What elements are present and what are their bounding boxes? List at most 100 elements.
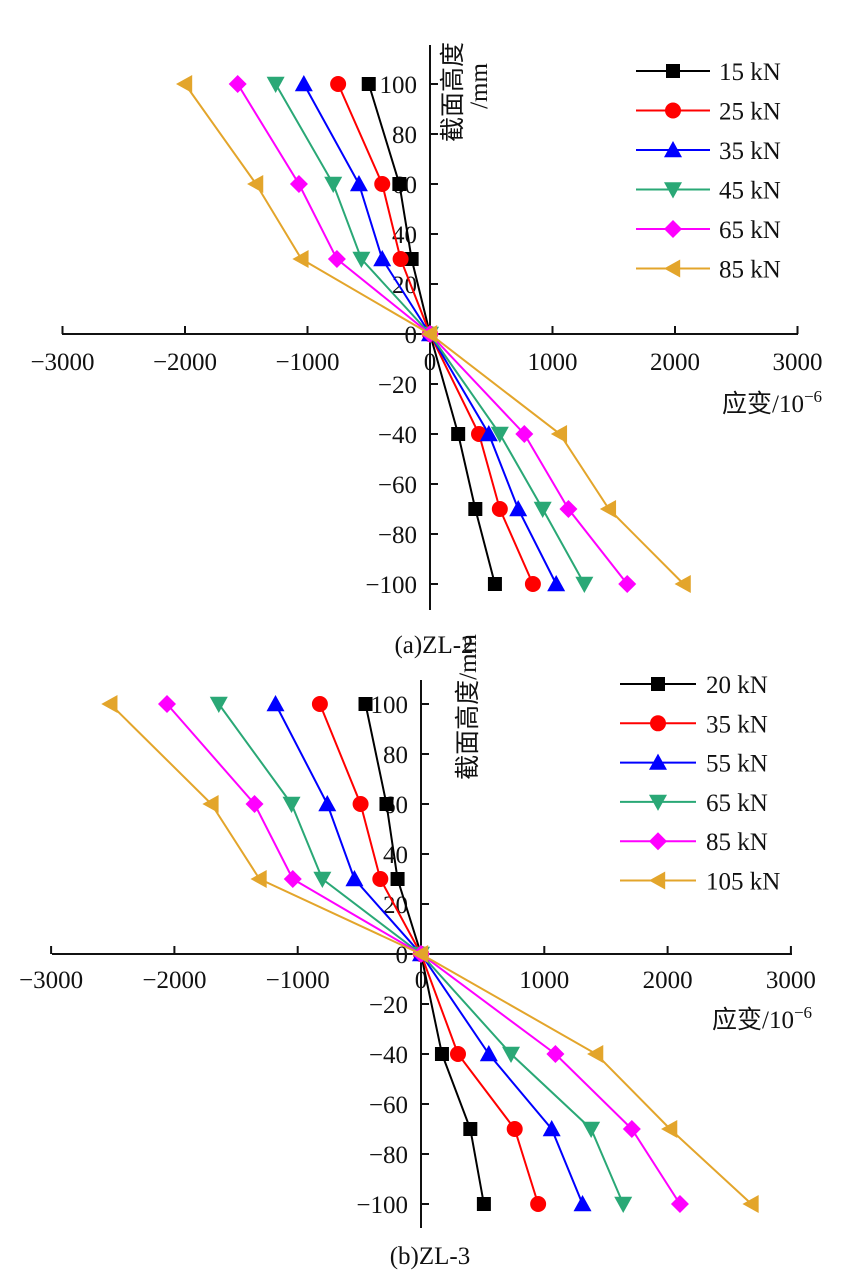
x-tick-label: −1000 xyxy=(266,967,330,994)
legend-label: 65 kN xyxy=(706,790,768,817)
data-point xyxy=(575,576,594,593)
data-point xyxy=(449,1046,466,1062)
legend-entry: 105 kN xyxy=(620,869,780,896)
legend-label: 65 kN xyxy=(719,217,781,244)
data-point xyxy=(515,425,534,443)
data-point xyxy=(266,695,285,712)
y-axis-label: 截面高度/mm xyxy=(454,633,482,779)
legend-entry: 35 kN xyxy=(636,138,781,165)
y-tick-label: 80 xyxy=(383,742,408,769)
legend-entry: 15 kN xyxy=(636,59,781,86)
chart-panel-zl-3: (b)ZL-3 −3000 −2000 −1000 0 1000 2000 3000 −100… xyxy=(19,633,816,1270)
x-tick-label: 1000 xyxy=(528,349,578,376)
data-point xyxy=(506,1121,523,1137)
data-point xyxy=(101,695,118,713)
y-axis-label: 截面高度 xyxy=(439,42,467,142)
data-point xyxy=(176,75,193,93)
legend-marker xyxy=(649,871,666,890)
legend-label: 15 kN xyxy=(719,59,781,86)
data-point xyxy=(614,1196,633,1213)
legend-marker xyxy=(650,715,666,732)
legend-label: 55 kN xyxy=(706,751,768,778)
legend-marker xyxy=(665,102,681,119)
data-point xyxy=(434,1047,449,1061)
x-axis-label: 应变/10−6 xyxy=(712,1003,812,1034)
panel-caption: (b)ZL-3 xyxy=(390,1243,471,1270)
x-tick-label: 0 xyxy=(424,349,437,376)
y-tick-label: 0 xyxy=(405,322,418,349)
data-point xyxy=(479,425,498,442)
legend-entry: 45 kN xyxy=(636,178,781,205)
data-point xyxy=(372,871,389,887)
data-point xyxy=(330,76,347,92)
data-point xyxy=(622,1120,641,1138)
data-point xyxy=(546,1045,565,1063)
data-point xyxy=(202,795,219,813)
x-tick-label: −2000 xyxy=(153,349,217,376)
data-point xyxy=(379,797,394,811)
data-point xyxy=(250,870,267,888)
legend-marker xyxy=(664,141,682,158)
data-point xyxy=(352,251,371,268)
legend-label: 25 kN xyxy=(719,99,781,126)
data-point xyxy=(282,796,301,813)
data-point xyxy=(327,250,346,268)
data-point xyxy=(542,1120,561,1137)
data-point xyxy=(313,871,332,888)
data-point xyxy=(490,426,509,443)
legend-marker xyxy=(666,64,680,78)
data-point xyxy=(530,1196,547,1212)
data-point xyxy=(158,695,177,713)
y-tick-label: −40 xyxy=(378,422,417,449)
x-tick-label: −1000 xyxy=(275,349,339,376)
legend-label: 85 kN xyxy=(719,257,781,284)
data-point xyxy=(209,696,228,713)
series-85kn xyxy=(176,75,691,593)
y-tick-label: 100 xyxy=(380,72,418,99)
legend-label: 85 kN xyxy=(706,829,768,856)
y-tick-label: −80 xyxy=(378,522,417,549)
legend-label: 35 kN xyxy=(719,138,781,165)
legend-marker xyxy=(664,259,681,278)
data-point xyxy=(404,252,419,266)
legend-entry: 20 kN xyxy=(620,672,768,699)
data-point xyxy=(582,1121,601,1138)
data-point xyxy=(502,1046,521,1063)
data-point xyxy=(524,576,541,592)
data-point xyxy=(670,1195,689,1213)
x-tick-label: 1000 xyxy=(519,967,569,994)
y-tick-label: 0 xyxy=(396,942,409,969)
data-point xyxy=(266,76,285,93)
data-point xyxy=(674,575,691,593)
chart-panel-zl-2: (a)ZL-2 −3000 −2000 −1000 0 1000 2000 3000−100… xyxy=(30,42,822,659)
y-tick-label: −20 xyxy=(378,372,417,399)
y-axis-unit: /mm xyxy=(466,63,493,109)
y-tick-label: −40 xyxy=(369,1042,408,1069)
legend-entry: 65 kN xyxy=(636,217,781,244)
data-point xyxy=(245,795,264,813)
legend-marker xyxy=(664,220,682,238)
legend-label: 105 kN xyxy=(706,869,780,896)
y-tick-label: 80 xyxy=(392,122,417,149)
y-tick-label: −80 xyxy=(369,1142,408,1169)
data-point xyxy=(559,500,578,518)
data-point xyxy=(352,796,369,812)
x-tick-label: 2000 xyxy=(650,349,700,376)
legend-marker xyxy=(651,677,665,691)
data-point xyxy=(392,177,407,191)
legend-marker xyxy=(649,794,667,811)
data-point xyxy=(573,1195,592,1212)
data-point xyxy=(742,1195,759,1213)
data-point xyxy=(487,577,502,591)
data-point xyxy=(311,696,328,712)
x-tick-label: 3000 xyxy=(766,967,816,994)
data-point xyxy=(547,575,566,592)
y-tick-label: −20 xyxy=(369,992,408,1019)
data-point xyxy=(412,945,429,963)
data-point xyxy=(373,250,392,267)
data-point xyxy=(468,502,483,516)
y-tick-label: 100 xyxy=(371,692,409,719)
x-tick-label: 3000 xyxy=(773,349,823,376)
data-point xyxy=(283,870,302,888)
